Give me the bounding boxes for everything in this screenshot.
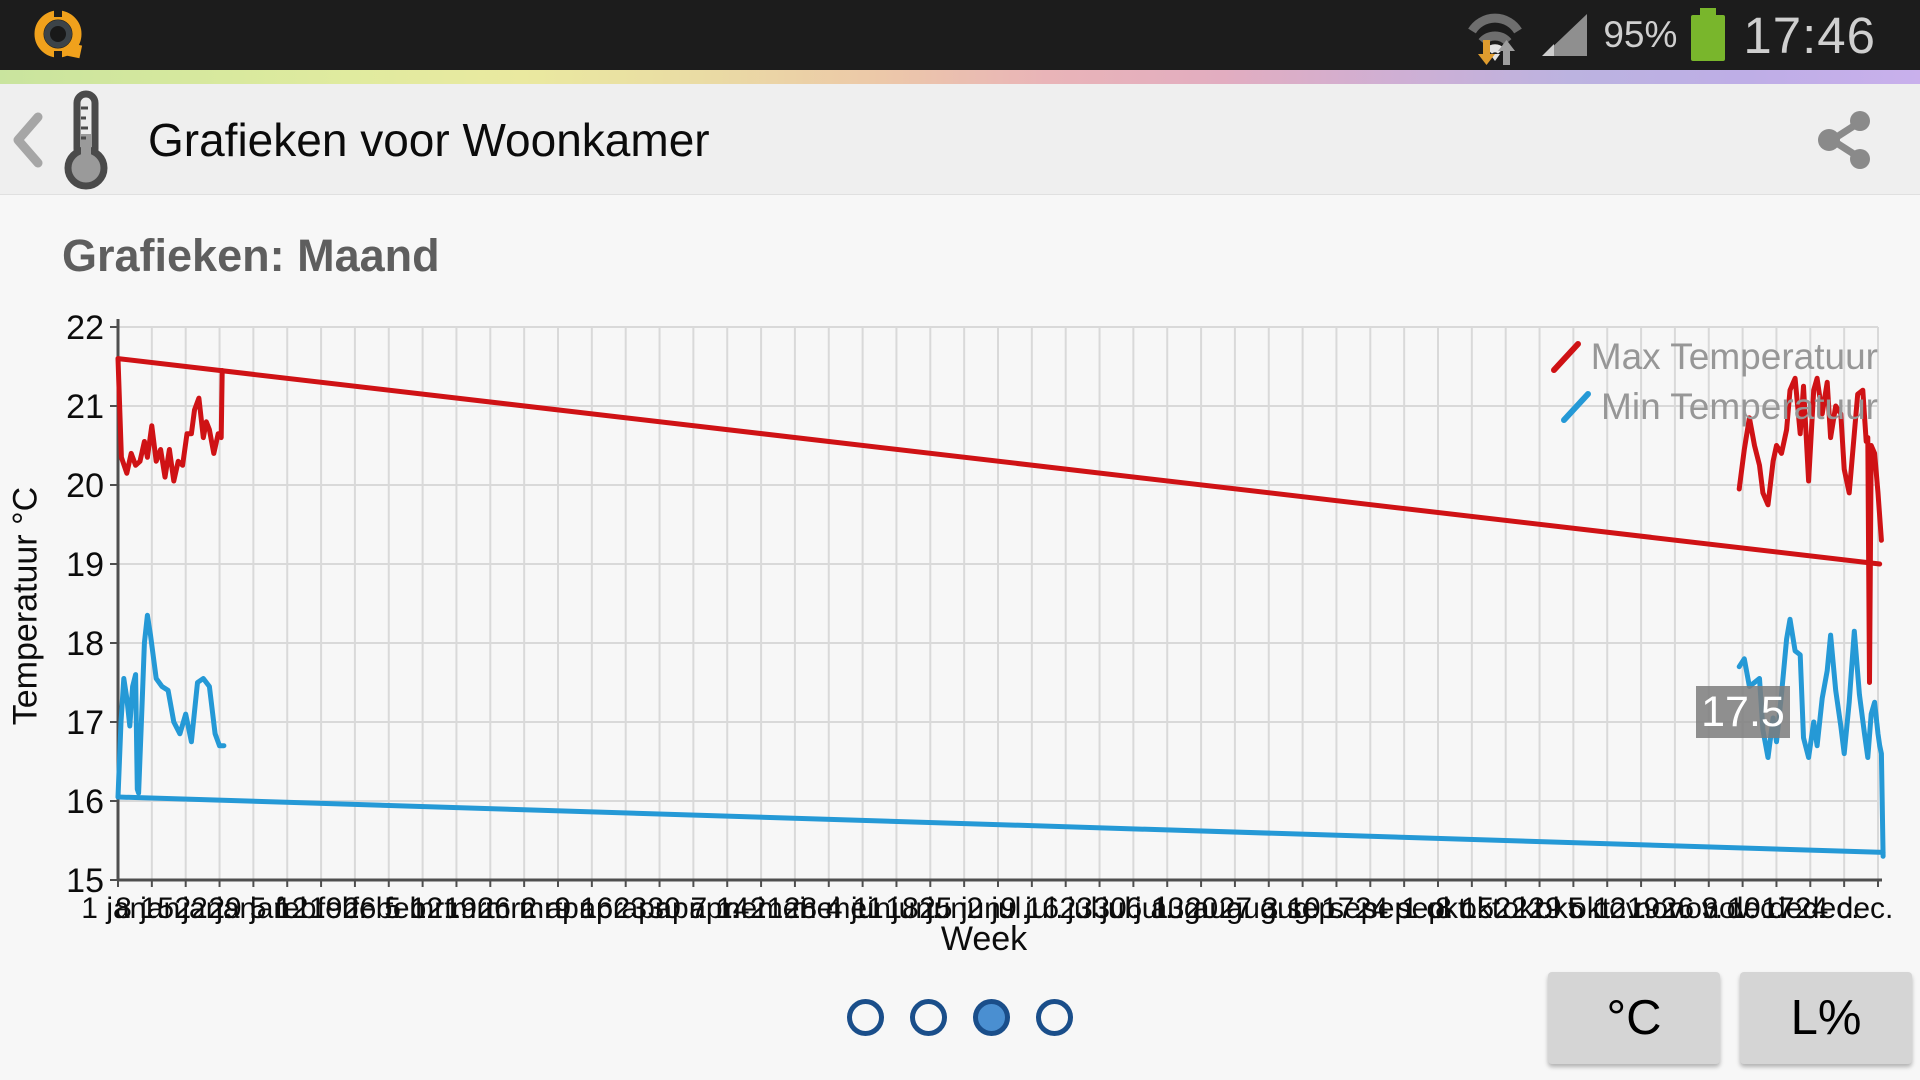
svg-text:9 jul.: 9 jul. — [1000, 892, 1063, 925]
page-dot-3[interactable] — [973, 999, 1010, 1036]
svg-text:23 jul.: 23 jul. — [1060, 892, 1140, 925]
svg-text:22 jan.: 22 jan. — [174, 892, 264, 925]
svg-text:20: 20 — [66, 467, 104, 505]
page-dot-2[interactable] — [910, 999, 947, 1036]
svg-text:25 jun.: 25 jun. — [919, 892, 1009, 925]
svg-text:16: 16 — [66, 783, 104, 821]
svg-text:12 mrt.: 12 mrt. — [410, 892, 503, 925]
page-dot-4[interactable] — [1036, 999, 1073, 1036]
svg-text:8 jan.: 8 jan. — [115, 892, 188, 925]
svg-text:1 jan.: 1 jan. — [81, 892, 154, 925]
svg-text:22: 22 — [66, 309, 104, 347]
legend-min-row: Min Temperatuur — [1559, 382, 1878, 432]
svg-text:15 jan.: 15 jan. — [141, 892, 231, 925]
grid-lines — [117, 326, 1879, 881]
svg-text:20 aug.: 20 aug. — [1185, 892, 1285, 925]
svg-text:17 dec.: 17 dec. — [1761, 892, 1859, 925]
svg-text:29 okt.: 29 okt. — [1528, 892, 1618, 925]
legend-max-label: Max Temperatuur — [1590, 336, 1878, 377]
svg-text:7 mei: 7 mei — [691, 892, 764, 925]
svg-text:19 mrt.: 19 mrt. — [444, 892, 537, 925]
svg-text:2 jul.: 2 jul. — [966, 892, 1029, 925]
svg-text:13 aug.: 13 aug. — [1151, 892, 1251, 925]
accent-strip — [0, 70, 1920, 84]
svg-text:15: 15 — [66, 862, 104, 900]
svg-text:19 nov.: 19 nov. — [1627, 892, 1723, 925]
x-tick-labels: 1 jan.8 jan.15 jan.22 jan.29 jan.5 feb.1… — [81, 892, 1893, 925]
app-header: Grafieken voor Woonkamer — [0, 84, 1920, 195]
humidity-button[interactable]: L% — [1740, 972, 1912, 1064]
svg-text:3 dec.: 3 dec. — [1702, 892, 1784, 925]
svg-text:3 sep.: 3 sep. — [1262, 892, 1344, 925]
svg-text:11 jun.: 11 jun. — [853, 892, 941, 925]
app-logo-icon — [34, 9, 83, 59]
max-temperature-line — [115, 356, 1884, 685]
svg-text:26 feb.: 26 feb. — [343, 892, 435, 925]
svg-text:16 apr.: 16 apr. — [580, 892, 672, 925]
wifi-icon — [1468, 13, 1523, 65]
chart-legend: Max Temperatuur Min Temperatuur — [1549, 332, 1878, 432]
y-tick-labels: 22 21 20 19 18 17 16 15 — [66, 309, 104, 900]
svg-text:17 sep.: 17 sep. — [1321, 892, 1419, 925]
svg-text:21 mei: 21 mei — [750, 892, 840, 925]
svg-text:24 dec.: 24 dec. — [1795, 892, 1893, 925]
svg-text:16 jul.: 16 jul. — [1026, 892, 1106, 925]
svg-text:1 okt.: 1 okt. — [1401, 892, 1474, 925]
svg-text:17: 17 — [66, 704, 104, 742]
svg-text:10 sep.: 10 sep. — [1287, 892, 1385, 925]
legend-min-label: Min Temperatuur — [1601, 386, 1878, 427]
svg-text:6 aug.: 6 aug. — [1126, 892, 1209, 925]
svg-text:19 feb.: 19 feb. — [309, 892, 401, 925]
signal-icon — [1542, 14, 1588, 56]
svg-text:24 sep.: 24 sep. — [1355, 892, 1453, 925]
svg-text:19: 19 — [66, 546, 104, 584]
page-indicator — [0, 999, 1920, 1036]
axis-ticks — [110, 326, 1879, 887]
thermometer-icon — [64, 90, 108, 190]
battery-icon — [1691, 8, 1726, 61]
y-axis-title: Temperatuur °C — [6, 486, 45, 726]
page-title: Grafieken voor Woonkamer — [148, 114, 710, 166]
battery-percent: 95% — [1603, 14, 1678, 55]
svg-text:5 feb.: 5 feb. — [250, 892, 325, 925]
svg-text:23 apr.: 23 apr. — [614, 892, 706, 925]
svg-text:28 mei: 28 mei — [784, 892, 874, 925]
back-chevron-icon[interactable] — [10, 112, 46, 168]
svg-text:30 apr.: 30 apr. — [648, 892, 740, 925]
svg-text:27 aug.: 27 aug. — [1219, 892, 1319, 925]
svg-text:15 okt.: 15 okt. — [1461, 892, 1551, 925]
svg-text:2 apr.: 2 apr. — [520, 892, 595, 925]
share-button[interactable] — [1814, 108, 1878, 172]
svg-text:9 apr.: 9 apr. — [554, 892, 629, 925]
min-temperature-line — [115, 612, 1886, 859]
svg-text:26 nov.: 26 nov. — [1661, 892, 1757, 925]
svg-text:4 jun.: 4 jun. — [826, 892, 899, 925]
section-title: Grafieken: Maand — [62, 230, 440, 281]
svg-text:12 feb.: 12 feb. — [275, 892, 367, 925]
svg-text:26 mrt.: 26 mrt. — [477, 892, 570, 925]
svg-text:14 mei: 14 mei — [716, 892, 806, 925]
status-bar: 95% 17:46 — [0, 0, 1920, 70]
value-tooltip: 17.5 — [1696, 686, 1790, 738]
max-line-swatch-icon — [1550, 341, 1581, 373]
svg-text:22 okt.: 22 okt. — [1495, 892, 1585, 925]
x-axis-title: Week — [940, 920, 1028, 958]
svg-text:29 jan.: 29 jan. — [208, 892, 298, 925]
svg-text:5 nov.: 5 nov. — [1567, 892, 1647, 925]
svg-text:10 dec.: 10 dec. — [1727, 892, 1825, 925]
svg-text:30 jul.: 30 jul. — [1093, 892, 1173, 925]
legend-max-row: Max Temperatuur — [1549, 332, 1878, 382]
svg-text:18: 18 — [66, 625, 104, 663]
min-line-swatch-icon — [1561, 391, 1592, 423]
svg-text:18 jun.: 18 jun. — [885, 892, 975, 925]
svg-text:21: 21 — [66, 388, 104, 426]
svg-text:8 okt.: 8 okt. — [1435, 892, 1508, 925]
svg-text:5 mrt.: 5 mrt. — [384, 892, 461, 925]
clock: 17:46 — [1743, 6, 1876, 64]
celsius-button[interactable]: °C — [1548, 972, 1720, 1064]
page-dot-1[interactable] — [847, 999, 884, 1036]
svg-text:12 nov.: 12 nov. — [1593, 892, 1689, 925]
